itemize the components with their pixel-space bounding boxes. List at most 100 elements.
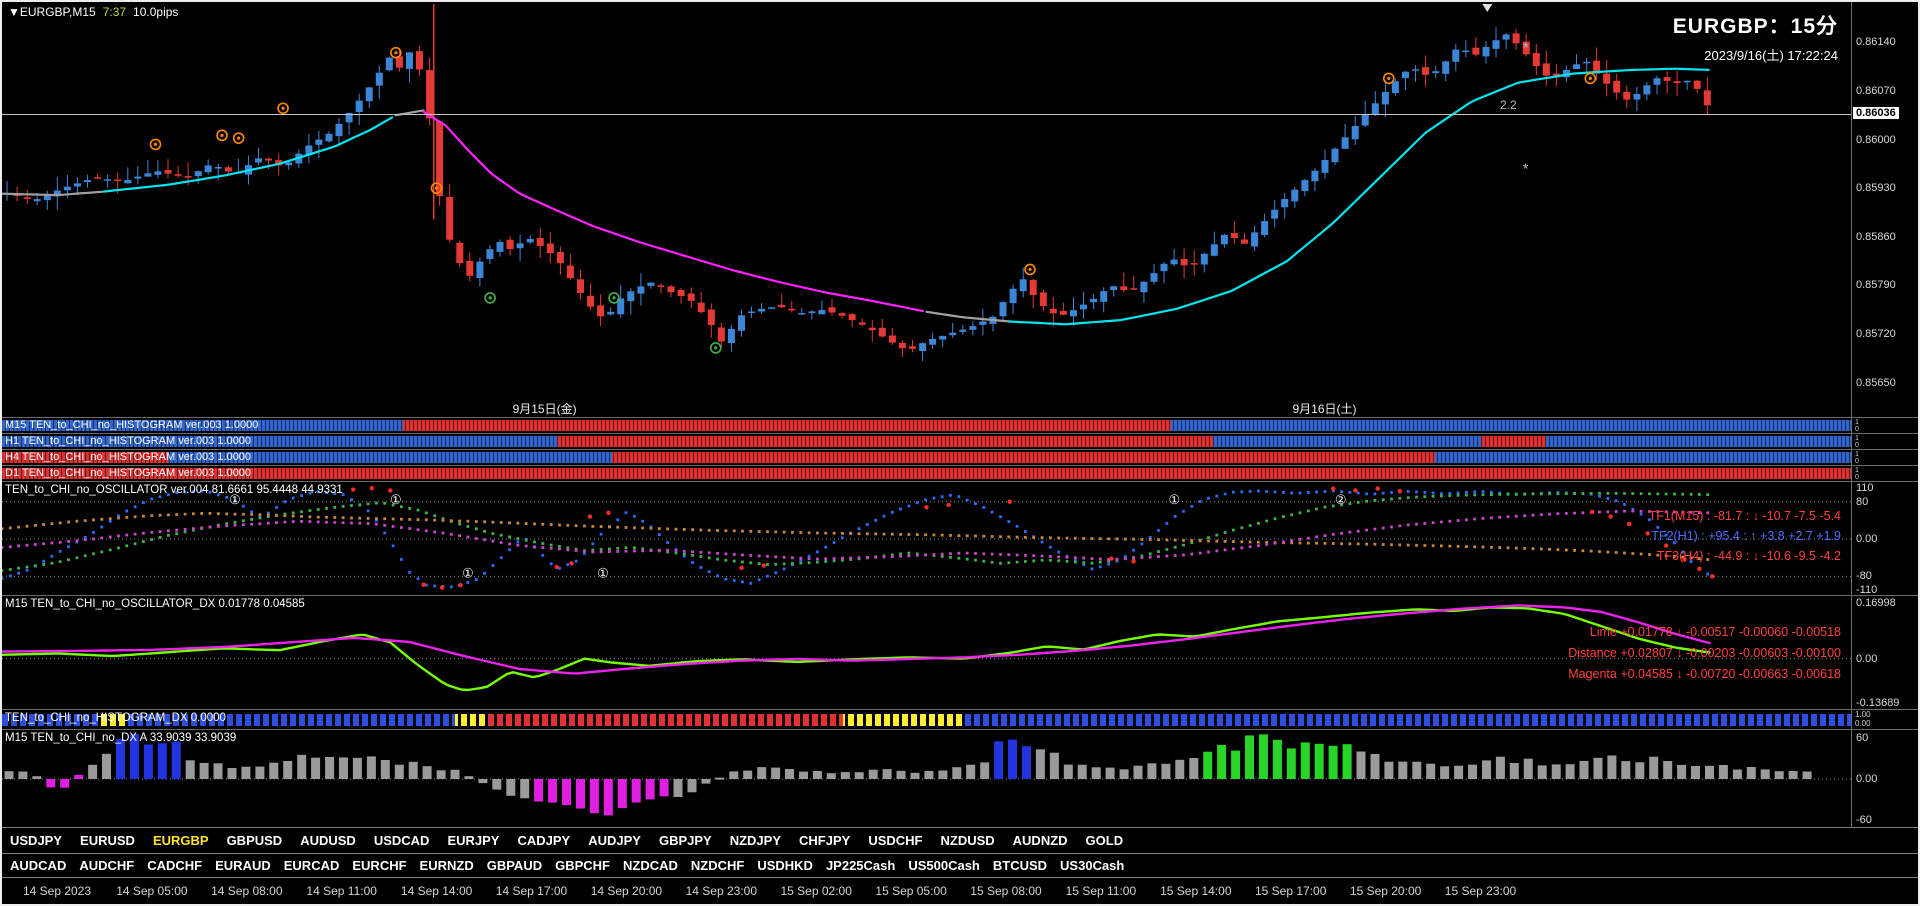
pair-item-nzdjpy[interactable]: NZDJPY xyxy=(729,833,782,848)
time-label: 14 Sep 11:00 xyxy=(306,884,377,898)
time-label: 15 Sep 11:00 xyxy=(1065,884,1137,898)
histdx-dash-overlay xyxy=(2,710,1851,730)
time-label: 14 Sep 05:00 xyxy=(116,884,188,898)
pair-item-audusd[interactable]: AUDUSD xyxy=(300,833,356,848)
oscillator-dx-title: M15 TEN_to_CHI_no_OSCILLATOR_DX 0.01778 … xyxy=(5,598,305,610)
candlesticks xyxy=(3,27,1711,362)
osc-red-signal-dots xyxy=(351,485,1715,590)
symbol-switcher-row-2: AUDCAD AUDCHF CADCHF EURAUD EURCAD EURCHF EURN… xyxy=(2,853,1918,877)
dx-line-Lime xyxy=(2,606,1711,692)
pair-item-usdhkd[interactable]: USDHKD xyxy=(757,858,813,873)
asterisk-marker: * xyxy=(1523,160,1529,177)
pair-item-eurcad[interactable]: EURCAD xyxy=(283,858,340,873)
osc-axis-tick: 0.00 xyxy=(1856,533,1878,545)
pair-item-gbpaud[interactable]: GBPAUD xyxy=(486,858,543,873)
pair-item-gbpusd[interactable]: GBPUSD xyxy=(226,833,283,848)
main-chart-panel: * * 9月15日(金) 9月16日(土) 0.86140 0.86070 0.86000… xyxy=(2,2,1918,417)
histogram-dx-axis: 1.00 0.00 xyxy=(1851,710,1917,730)
pair-item-audchf[interactable]: AUDCHF xyxy=(79,858,135,873)
pair-item-usdcad[interactable]: USDCAD xyxy=(373,833,430,848)
pair-item-nzdusd[interactable]: NZDUSD xyxy=(940,833,995,848)
pair-item-btcusd[interactable]: BTCUSD xyxy=(992,858,1048,873)
time-axis[interactable]: 14 Sep 2023 14 Sep 05:00 14 Sep 08:00 14 Se… xyxy=(2,877,1918,904)
pair-item-eurjpy[interactable]: EURJPY xyxy=(447,833,500,848)
symbol-period-label: ▼EURGBP,M15 xyxy=(8,5,96,19)
date-separator-label: 9月15日(金) xyxy=(513,401,577,416)
price-tick: 0.86070 xyxy=(1856,84,1896,97)
pair-item-us500cash[interactable]: US500Cash xyxy=(908,858,980,873)
strip-tick-overlay xyxy=(2,466,1851,482)
oscillator-dx-plot[interactable]: Lime +0.01778 ↓ -0.00517 -0.00060 -0.005… xyxy=(2,596,1851,710)
pair-item-eurgbp[interactable]: EURGBP xyxy=(152,833,209,848)
pair-item-usdchf[interactable]: USDCHF xyxy=(868,833,923,848)
pair-item-euraud[interactable]: EURAUD xyxy=(215,858,271,873)
date-separator-label: 9月16日(土) xyxy=(1292,402,1356,416)
strip-tick-overlay xyxy=(2,418,1851,434)
strip-row-1: H1 TEN_to_CHI_no_HISTOGRAM ver.003 1.000… xyxy=(2,433,1918,450)
pair-item-cadchf[interactable]: CADCHF xyxy=(147,858,203,873)
chart-watermark: EURGBP：15分 2023/9/16(土) 17:22:24 xyxy=(1673,10,1838,64)
strip-row-3: D1 TEN_to_CHI_no_HISTOGRAM ver.003 1.000… xyxy=(2,465,1918,482)
oscillator-plot[interactable]: ① ① ① ① ① ② TF1(M15) : -81.7 : ↓ -10.7 -7.5 -5… xyxy=(2,482,1851,596)
dxa-axis-tick: 60 xyxy=(1856,731,1869,744)
pair-item-eurchf[interactable]: EURCHF xyxy=(352,858,407,873)
oscillator-title: TEN_to_CHI_no_OSCILLATOR ver.004 81.6661… xyxy=(5,484,343,496)
mtf-histogram-strips: M15 TEN_to_CHI_no_HISTOGRAM ver.003 1.00… xyxy=(2,417,1918,482)
osc-tf-readout: TF3(H4) : -44.9 : ↓ -10.6 -9.5 -4.2 xyxy=(1657,549,1841,563)
time-label: 14 Sep 14:00 xyxy=(400,884,473,898)
osc-circled-number: ② xyxy=(1335,492,1347,507)
pair-item-jp225cash[interactable]: JP225Cash xyxy=(825,858,896,873)
dx-a-plot[interactable] xyxy=(2,730,1851,828)
candle-countdown-timer: 7:37 xyxy=(102,5,127,19)
current-price-tag: 0.86036 xyxy=(1853,106,1899,119)
osc-series-TF3-H4 xyxy=(2,512,1710,561)
chart-shift-marker-icon xyxy=(1482,4,1493,12)
strip-label: M15 TEN_to_CHI_no_HISTOGRAM ver.003 1.00… xyxy=(5,419,259,431)
dx-axis-tick: 0.00 xyxy=(1856,652,1878,665)
pair-item-eurusd[interactable]: EURUSD xyxy=(80,833,135,848)
price-chart-plot[interactable]: * * 9月15日(金) 9月16日(土) xyxy=(2,2,1851,417)
pair-item-usdjpy[interactable]: USDJPY xyxy=(10,833,63,848)
dxa-axis-tick: 0.00 xyxy=(1856,773,1878,785)
pair-item-nzdchf[interactable]: NZDCHF xyxy=(690,858,745,873)
price-tick: 0.86140 xyxy=(1856,36,1896,49)
pair-item-audjpy[interactable]: AUDJPY xyxy=(588,833,641,848)
moving-average-lines xyxy=(2,67,1710,326)
price-tick: 0.85930 xyxy=(1856,182,1896,195)
osc-circled-number: ① xyxy=(1168,492,1180,507)
osc-tf-readout: TF1(M15) : -81.7 : ↓ -10.7 -7.5 -5.4 xyxy=(1649,509,1841,523)
dx-line-Magenta xyxy=(2,604,1711,675)
osc-series-TF2-H1 xyxy=(2,491,1710,573)
price-axis[interactable]: 0.86140 0.86070 0.86000 0.85930 0.85860 0.857… xyxy=(1851,2,1918,417)
spread-label: 2.2 xyxy=(1500,98,1517,112)
pair-item-gbpchf[interactable]: GBPCHF xyxy=(555,858,610,873)
symbol-switcher-row-1: USDJPY EURUSD EURGBP GBPUSD AUDUSD USDCAD EURJ… xyxy=(2,827,1918,853)
time-label: 14 Sep 23:00 xyxy=(685,884,757,898)
pair-item-cadjpy[interactable]: CADJPY xyxy=(517,833,571,848)
pair-item-nzdcad[interactable]: NZDCAD xyxy=(622,858,678,873)
pair-item-audnzd[interactable]: AUDNZD xyxy=(1012,833,1068,848)
time-label: 15 Sep 08:00 xyxy=(970,884,1042,898)
price-tick: 0.85720 xyxy=(1856,328,1896,340)
pair-item-gold[interactable]: GOLD xyxy=(1085,833,1124,848)
pair-item-chfjpy[interactable]: CHFJPY xyxy=(799,833,851,848)
time-label: 15 Sep 23:00 xyxy=(1444,884,1517,898)
oscillator-panel: ① ① ① ① ① ② TF1(M15) : -81.7 : ↓ -10.7 -7.5 -5… xyxy=(2,481,1918,596)
dxa-axis-tick: -60 xyxy=(1856,814,1872,827)
pair-item-gbpjpy[interactable]: GBPJPY xyxy=(658,833,712,848)
osc-circled-number: ① xyxy=(229,492,241,507)
watermark-datetime: 2023/9/16(土) 17:22:24 xyxy=(1704,48,1838,63)
oscillator-dx-axis: 0.16998 0.00 -0.13689 xyxy=(1851,596,1918,709)
price-tick: 0.85790 xyxy=(1856,279,1896,292)
pair-item-audcad[interactable]: AUDCAD xyxy=(10,858,67,873)
strip-label: H1 TEN_to_CHI_no_HISTOGRAM ver.003 1.000… xyxy=(5,435,251,447)
strip-tick-overlay xyxy=(2,434,1851,450)
time-label: 15 Sep 05:00 xyxy=(875,884,947,898)
pair-item-us30cash[interactable]: US30Cash xyxy=(1060,858,1125,873)
histogram-dx-title: TEN_to_CHI_no_HISTOGRAM_DX 0.0000 xyxy=(5,712,226,724)
pair-item-eurnzd[interactable]: EURNZD xyxy=(419,858,474,873)
oscillator-dx-panel: Lime +0.01778 ↓ -0.00517 -0.00060 -0.005… xyxy=(2,595,1918,709)
